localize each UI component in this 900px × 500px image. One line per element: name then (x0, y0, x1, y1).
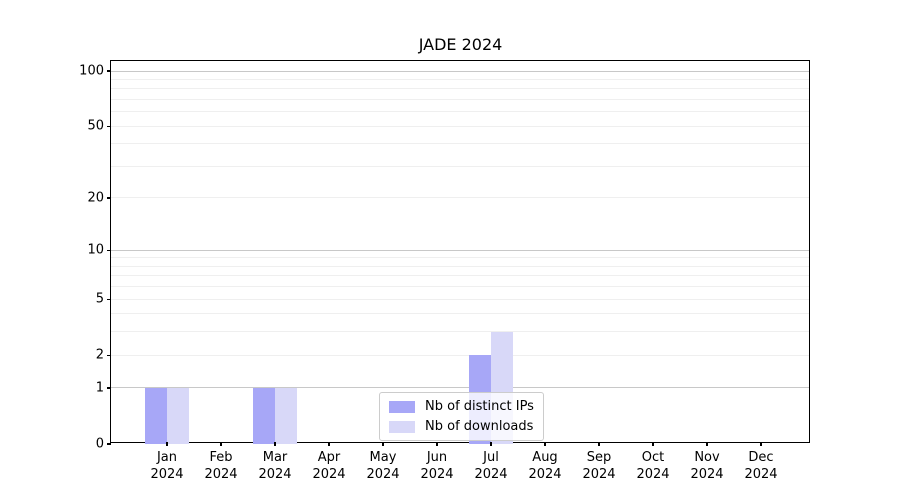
minor-gridline (111, 257, 809, 259)
x-tick-year: 2024 (204, 467, 238, 482)
x-tick-year: 2024 (258, 467, 292, 482)
x-tick-month: Apr (317, 450, 341, 465)
y-tick-mark (107, 443, 111, 445)
bar-downloads (275, 387, 297, 444)
minor-gridline (111, 275, 809, 277)
plot-area: Nb of distinct IPs Nb of downloads 0 1 2 5 1… (79, 60, 810, 482)
minor-gridline (111, 265, 809, 267)
y-tick-label: 50 (87, 118, 104, 134)
x-tick-year: 2024 (312, 467, 346, 482)
legend-swatch-downloads (389, 420, 415, 433)
x-tick-label: Nov 2024 (675, 449, 739, 483)
minor-gridline (111, 286, 809, 288)
y-tick-label: 10 (87, 242, 104, 258)
x-tick-label: Jan 2024 (135, 449, 199, 483)
legend-swatch-distinct-ips (389, 400, 415, 413)
minor-gridline (111, 313, 809, 315)
x-tick-mark (166, 442, 168, 446)
minor-gridline (111, 111, 809, 113)
minor-gridline (111, 165, 809, 167)
y-tick-mark (107, 197, 111, 199)
legend-item-distinct-ips: Nb of distinct IPs (389, 399, 534, 414)
bar-distinct-ips (145, 387, 167, 444)
x-tick-month: May (369, 450, 397, 465)
x-tick-month: Sep (586, 450, 612, 465)
x-tick-mark (220, 442, 222, 446)
x-tick-year: 2024 (636, 467, 670, 482)
x-tick-year: 2024 (474, 467, 508, 482)
minor-gridline (111, 125, 809, 127)
y-tick-label: 100 (79, 63, 104, 79)
x-tick-mark (490, 442, 492, 446)
x-tick-year: 2024 (420, 467, 454, 482)
x-tick-label: Sep 2024 (567, 449, 631, 483)
x-tick-year: 2024 (150, 467, 184, 482)
x-tick-label: May 2024 (351, 449, 415, 483)
y-tick-mark (107, 298, 111, 300)
minor-gridline (111, 331, 809, 333)
x-tick-label: Mar 2024 (243, 449, 307, 483)
x-tick-month: Jul (483, 450, 499, 465)
x-tick-year: 2024 (744, 467, 778, 482)
x-tick-label: Aug 2024 (513, 449, 577, 483)
y-tick-label: 5 (95, 291, 104, 307)
x-tick-month: Jan (156, 450, 178, 465)
bar-distinct-ips (253, 387, 275, 444)
x-tick-month: Oct (641, 450, 665, 465)
y-tick-label: 20 (87, 190, 104, 206)
legend-item-downloads: Nb of downloads (389, 419, 534, 434)
x-tick-mark (652, 442, 654, 446)
chart-title: JADE 2024 (418, 35, 503, 54)
major-gridline (111, 249, 809, 251)
x-tick-month: Feb (209, 450, 233, 465)
x-tick-label: Oct 2024 (621, 449, 685, 483)
y-tick-mark (107, 70, 111, 72)
x-tick-mark (706, 442, 708, 446)
x-tick-mark (598, 442, 600, 446)
y-tick-mark (107, 354, 111, 356)
bar-downloads (167, 387, 189, 444)
x-tick-label: Feb 2024 (189, 449, 253, 483)
x-tick-month: Mar (262, 450, 288, 465)
y-tick-label: 0 (95, 436, 104, 452)
minor-gridline (111, 197, 809, 199)
x-tick-year: 2024 (366, 467, 400, 482)
y-tick-label: 2 (95, 347, 104, 363)
x-tick-month: Aug (532, 450, 558, 465)
minor-gridline (111, 298, 809, 300)
x-tick-mark (760, 442, 762, 446)
minor-gridline (111, 88, 809, 90)
minor-gridline (111, 143, 809, 145)
y-tick-mark (107, 387, 111, 389)
legend-label-distinct-ips: Nb of distinct IPs (425, 399, 534, 414)
minor-gridline (111, 354, 809, 356)
x-tick-mark (544, 442, 546, 446)
y-tick-label: 1 (95, 380, 104, 396)
x-tick-year: 2024 (690, 467, 724, 482)
x-tick-label: Jul 2024 (459, 449, 523, 483)
x-tick-mark (274, 442, 276, 446)
x-tick-label: Apr 2024 (297, 449, 361, 483)
x-tick-month: Dec (748, 450, 774, 465)
y-tick-mark (107, 125, 111, 127)
legend-label-downloads: Nb of downloads (425, 419, 534, 434)
legend: Nb of distinct IPs Nb of downloads (379, 392, 544, 441)
minor-gridline (111, 78, 809, 80)
minor-gridline (111, 98, 809, 100)
x-tick-label: Jun 2024 (405, 449, 469, 483)
major-gridline (111, 70, 809, 72)
x-tick-label: Dec 2024 (729, 449, 793, 483)
x-tick-mark (382, 442, 384, 446)
x-tick-mark (328, 442, 330, 446)
x-tick-month: Nov (694, 450, 720, 465)
x-tick-mark (436, 442, 438, 446)
x-tick-month: Jun (426, 450, 448, 465)
x-tick-year: 2024 (528, 467, 562, 482)
x-tick-year: 2024 (582, 467, 616, 482)
y-tick-mark (107, 249, 111, 251)
major-gridline (111, 387, 809, 389)
